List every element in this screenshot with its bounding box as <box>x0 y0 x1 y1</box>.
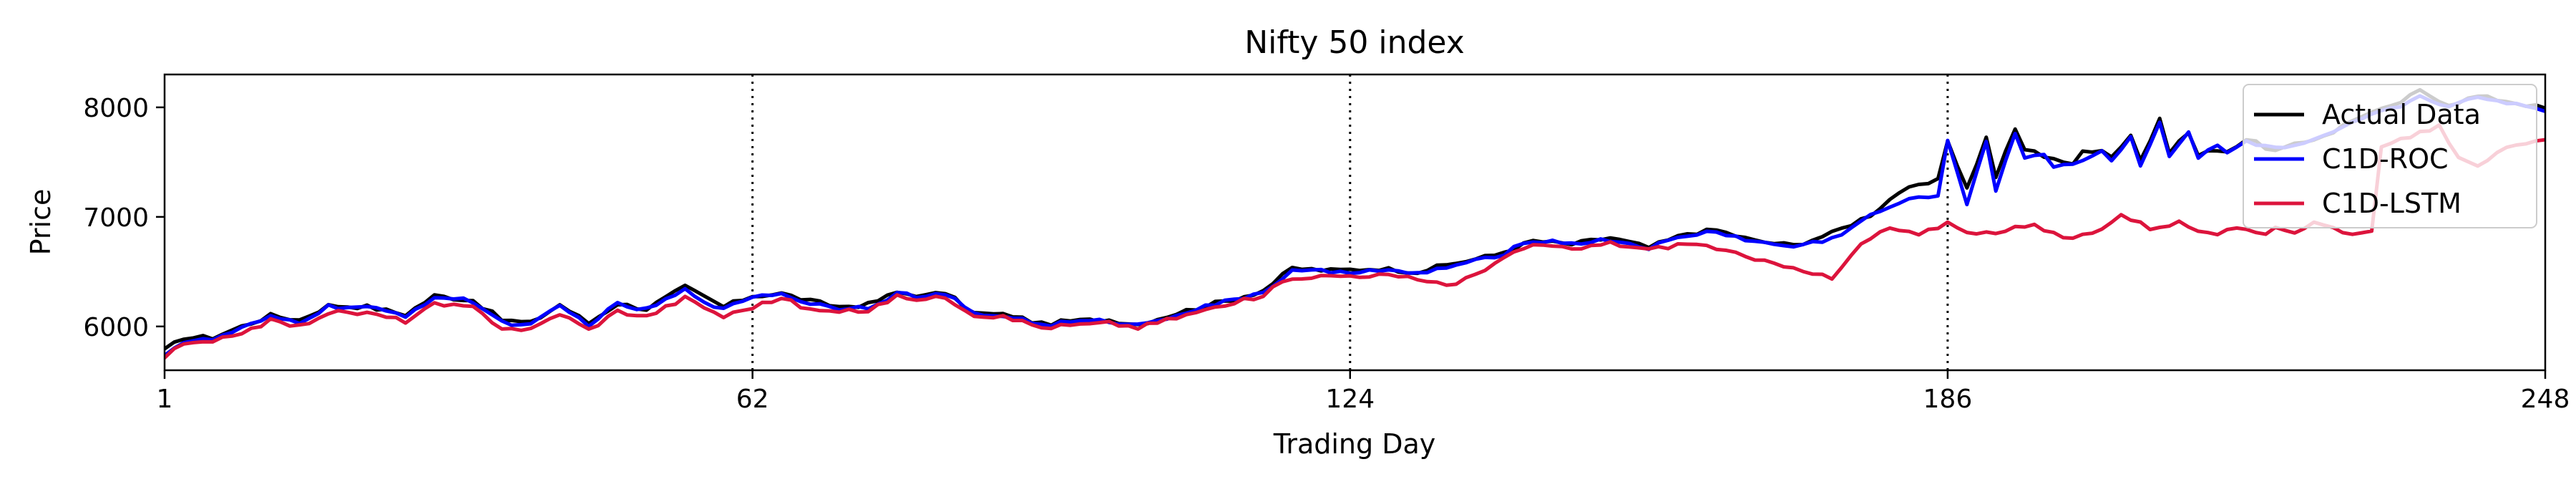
legend: Actual Data C1D-ROC C1D-LSTM <box>2243 84 2537 228</box>
x-axis-label: Trading Day <box>1273 428 1436 460</box>
x-tick-label: 1 <box>157 385 173 414</box>
series-line-c1d-lstm <box>165 123 2545 360</box>
y-tick-label: 8000 <box>83 94 149 123</box>
plot-frame <box>163 73 2547 372</box>
y-tick-label: 7000 <box>83 203 149 233</box>
y-axis-label: Price <box>25 189 57 256</box>
vertical-guide-lines <box>751 74 1949 370</box>
x-tick-label: 124 <box>1325 385 1375 414</box>
chart-title: Nifty 50 index <box>1244 24 1464 61</box>
series-line-actual-data <box>165 87 2545 351</box>
legend-label: Actual Data <box>2322 99 2481 130</box>
series-layer <box>165 87 2545 360</box>
x-tick-label: 186 <box>1923 385 1973 414</box>
x-tick-label: 62 <box>736 385 769 414</box>
x-tick-label: 248 <box>2521 385 2570 414</box>
series-line-c1d-roc <box>165 94 2545 357</box>
x-axis-ticks: 1 62 124 186 248 <box>157 370 2570 414</box>
y-axis-ticks: 6000 7000 8000 <box>83 94 165 342</box>
legend-box <box>2243 84 2537 228</box>
y-tick-label: 6000 <box>83 313 149 342</box>
legend-label: C1D-LSTM <box>2322 188 2462 219</box>
legend-label: C1D-ROC <box>2322 143 2449 175</box>
